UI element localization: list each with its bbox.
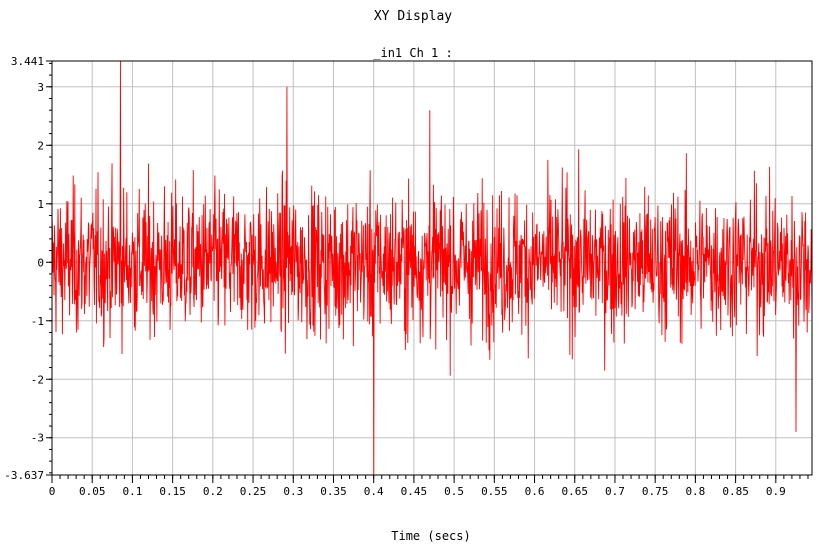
x-tick-label: 0.5 [444,485,464,498]
x-tick-label: 0.8 [685,485,705,498]
x-tick-label: 0.75 [642,485,669,498]
y-tick-label: 0 [37,256,44,269]
x-tick-label: 0.25 [240,485,267,498]
y-tick-label: 3 [37,81,44,94]
plot-frame [51,60,813,476]
y-tick-label: -2 [31,373,44,386]
chart-subtitle: _in1 Ch 1 : [373,46,452,60]
x-tick-label: 0.05 [79,485,106,498]
x-tick-label: 0.4 [364,485,384,498]
y-tick-label: 1 [37,198,44,211]
x-tick-label: 0.45 [401,485,428,498]
signal-series [51,60,813,476]
y-tick-label: -1 [31,315,44,328]
x-tick-label: 0.3 [283,485,303,498]
x-tick-label: 0.85 [722,485,749,498]
signal-line [51,60,813,476]
axis-ticks: 0 0.05 0.1 0.15 0.2 0.25 0.3 0.35 0.4 0.45 0.5 0.55… [4,55,809,498]
x-tick-label: 0.15 [159,485,186,498]
y-tick-label: -3 [31,432,44,445]
x-tick-label: 0.9 [766,485,786,498]
y-tick-label: 2 [37,139,44,152]
x-tick-label: 0.7 [605,485,625,498]
x-axis-label: Time (secs) [391,529,470,543]
y-tick-label: -3.637 [4,469,44,482]
x-tick-label: 0.65 [562,485,589,498]
x-tick-label: 0.35 [320,485,347,498]
x-tick-label: 0.55 [481,485,508,498]
x-tick-label: 0.6 [525,485,545,498]
x-tick-label: 0.1 [122,485,142,498]
chart-title: XY Display [374,9,452,24]
y-tick-label: 3.441 [11,55,44,68]
x-tick-label: 0 [49,485,56,498]
x-tick-label: 0.2 [203,485,223,498]
